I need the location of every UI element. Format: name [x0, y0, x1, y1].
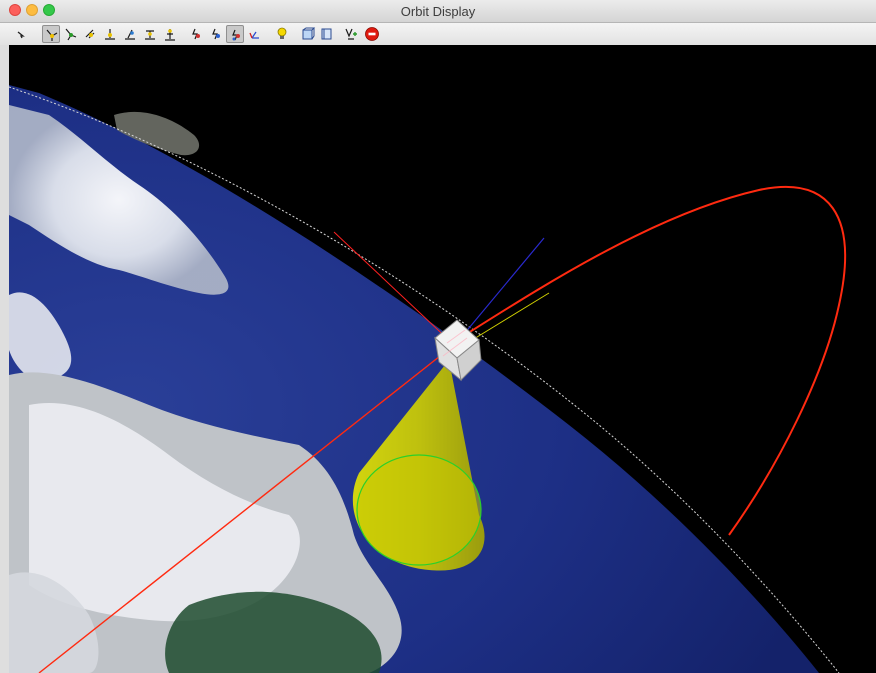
- attitude-2-icon[interactable]: [207, 25, 225, 43]
- view-axes-2-icon[interactable]: [62, 25, 80, 43]
- view-station-icon[interactable]: [121, 25, 139, 43]
- land-peninsula: [9, 572, 99, 673]
- box-view-2-icon[interactable]: [317, 25, 335, 43]
- light-bulb-icon[interactable]: [273, 25, 291, 43]
- window-left-edge: [0, 45, 9, 673]
- land-clouds: [29, 403, 300, 622]
- zoom-window-button[interactable]: [43, 4, 55, 16]
- select-arrow-icon[interactable]: [12, 25, 30, 43]
- axis-icon[interactable]: [246, 25, 264, 43]
- minimize-window-button[interactable]: [26, 4, 38, 16]
- title-bar[interactable]: Orbit Display: [0, 0, 876, 23]
- axis-blue: [458, 237, 545, 341]
- view-tower-icon[interactable]: [161, 25, 179, 43]
- sensor-footprint: [356, 454, 482, 566]
- land-southeast: [165, 591, 382, 673]
- land-island: [114, 111, 200, 156]
- axis-yellow: [463, 292, 550, 346]
- orbit-scene-graphic: [8, 45, 876, 673]
- orbit-3d-view[interactable]: [8, 45, 876, 673]
- stop-icon[interactable]: [363, 25, 381, 43]
- close-window-button[interactable]: [9, 4, 21, 16]
- axis-red: [333, 231, 455, 346]
- equator-dotted: [8, 86, 840, 673]
- land-mid: [9, 292, 72, 381]
- view-antenna-icon[interactable]: [141, 25, 159, 43]
- land-northwest: [9, 105, 229, 295]
- view-satellite-icon[interactable]: [81, 25, 99, 43]
- window-title: Orbit Display: [400, 4, 476, 19]
- satellite-cube: [434, 319, 482, 382]
- box-view-icon[interactable]: [299, 25, 317, 43]
- toolbar: [0, 23, 876, 46]
- attitude-3-icon[interactable]: [226, 25, 244, 43]
- orbit-path: [448, 185, 847, 536]
- view-axes-icon[interactable]: [42, 25, 60, 43]
- view-ground-icon[interactable]: [101, 25, 119, 43]
- orbit-trail: [38, 344, 455, 673]
- add-view-icon[interactable]: [342, 25, 360, 43]
- attitude-icon[interactable]: [187, 25, 205, 43]
